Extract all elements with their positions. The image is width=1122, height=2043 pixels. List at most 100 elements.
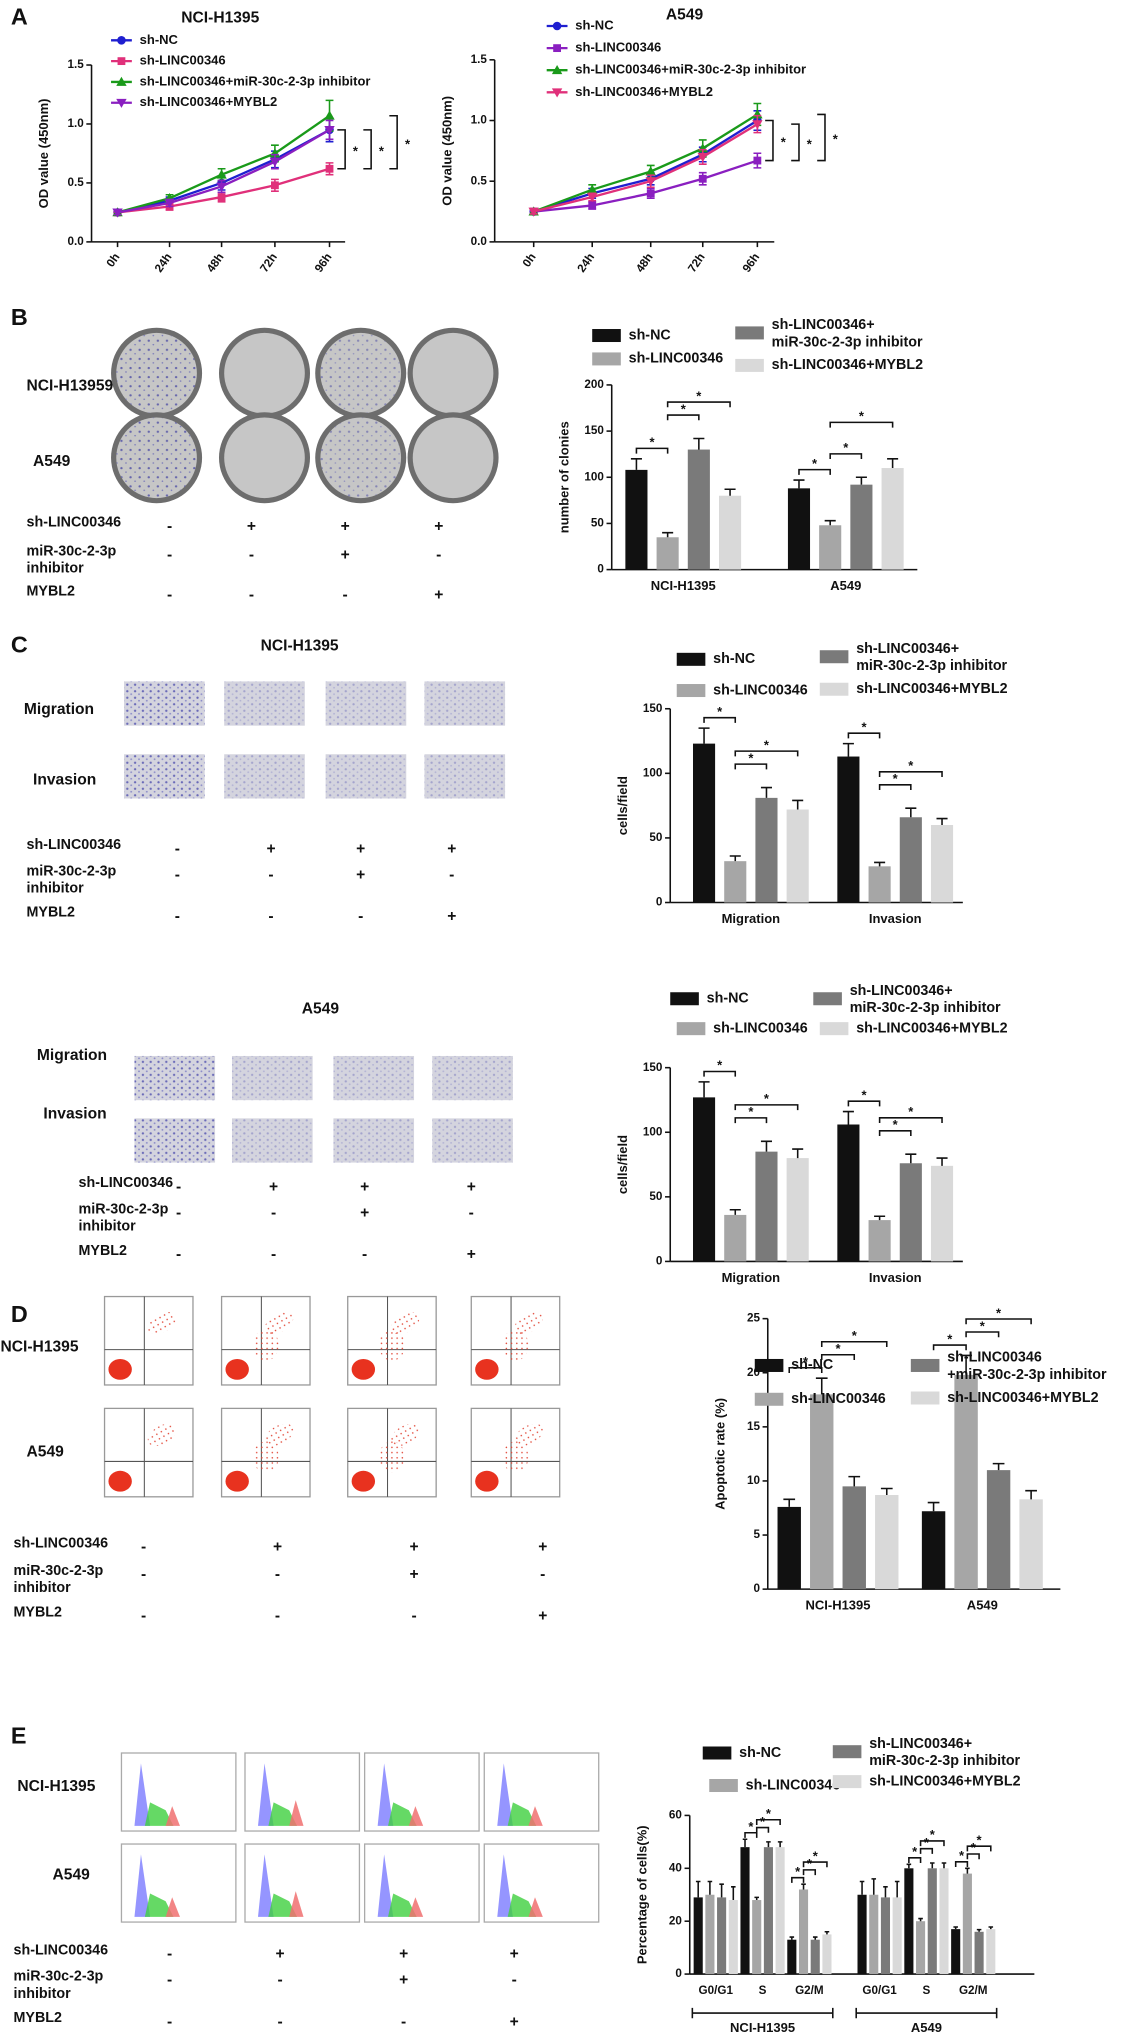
treatment-sign: - — [449, 866, 454, 883]
marker — [324, 110, 335, 120]
text-line: miR-30c-2-3p inhibitor — [856, 658, 1007, 674]
legend-label: sh-LINC00346 — [140, 53, 226, 68]
legend-label: sh-NC — [739, 1745, 781, 1761]
y-tick-label: 1.0 — [471, 114, 488, 127]
bar — [927, 1868, 937, 1975]
bar — [687, 449, 710, 570]
bar — [625, 469, 648, 570]
group-label: A549 — [911, 2020, 942, 2035]
bar — [892, 1897, 902, 1975]
row-label: A549 — [27, 1444, 65, 1461]
legend-label: sh-LINC00346 — [629, 351, 724, 367]
significance-bracket — [666, 414, 700, 421]
treatment-sign: - — [249, 587, 254, 604]
panel-letter: A — [11, 3, 28, 29]
block-title: A549 — [302, 1000, 340, 1017]
significance-bracket — [635, 447, 669, 454]
bar — [857, 1894, 867, 1975]
legend-label: sh-NC — [140, 32, 179, 47]
treatment-sign: - — [176, 1204, 181, 1221]
x-tick-label: 24h — [575, 251, 597, 275]
row-label: Migration — [37, 1047, 107, 1064]
marker — [753, 156, 762, 165]
significance-bracket — [337, 129, 346, 170]
g1-peak — [134, 1763, 151, 1826]
cell-cloud — [514, 1311, 544, 1335]
x-tick-label: 0h — [520, 251, 538, 270]
live-cells — [475, 1470, 499, 1492]
significance-label: * — [980, 1318, 986, 1333]
legend-swatch — [709, 1779, 738, 1793]
treatment-sign: - — [141, 1566, 146, 1583]
text-line: miR-30c-2-3p inhibitor — [869, 1753, 1020, 1769]
error-bar — [905, 807, 917, 818]
text-line: inhibitor — [79, 1218, 137, 1234]
y-tick-label: 60 — [669, 1809, 683, 1822]
y-axis-label: number of clonies — [556, 421, 571, 533]
significance-label: * — [924, 1835, 930, 1850]
error-bar — [874, 1215, 886, 1221]
bar — [798, 1889, 809, 1975]
text-line: miR-30c-2-3p — [27, 863, 117, 879]
marker — [269, 157, 281, 167]
x-tick-label: 96h — [312, 251, 334, 275]
treatment-sign: - — [167, 1946, 172, 1963]
error-bar — [880, 1487, 893, 1496]
x-tick-label: 0h — [104, 251, 122, 270]
marker — [216, 182, 227, 192]
y-axis-label: cells/field — [615, 1135, 630, 1194]
y-tick-label: 100 — [584, 470, 604, 483]
legend-label: sh-LINC00346+miR-30c-2-3p inhibitor — [772, 317, 923, 350]
significance-bracket — [765, 119, 774, 162]
panel-letter: E — [11, 1723, 27, 1749]
g1-peak — [257, 1763, 274, 1826]
legend-label: sh-NC — [575, 17, 614, 32]
x-tick-label: 72h — [686, 251, 708, 275]
significance-bracket — [932, 1344, 967, 1351]
significance-bracket — [734, 1104, 799, 1111]
treatment-sign: - — [275, 1608, 280, 1625]
error-bar — [792, 1148, 804, 1159]
bar — [719, 495, 742, 570]
significance-bracket — [791, 1876, 805, 1883]
significance-label: * — [835, 1341, 841, 1356]
y-tick-label: 100 — [643, 766, 663, 779]
bar — [763, 1847, 773, 1975]
treatment-sign: - — [167, 546, 172, 563]
treatment-sign: + — [434, 518, 443, 535]
legend-swatch — [819, 682, 849, 696]
cells — [325, 681, 407, 726]
marker — [645, 177, 656, 187]
bar — [921, 1511, 946, 1590]
treatment-sign: - — [141, 1608, 146, 1625]
cell-cloud — [264, 1423, 294, 1447]
legend-swatch — [832, 1745, 862, 1759]
significance-label: * — [893, 1117, 899, 1132]
treatment-sign: - — [141, 1539, 146, 1556]
g1-peak — [497, 1854, 513, 1917]
error-bar — [894, 1880, 900, 1898]
cell-cloud — [147, 1423, 177, 1447]
significance-label: * — [893, 771, 899, 786]
significance-label: * — [781, 135, 787, 150]
treatment-label: miR-30c-2-3p inhibitor — [27, 543, 117, 576]
bar — [868, 866, 891, 903]
colonies — [116, 417, 197, 499]
text-line: sh-LINC00346+ — [869, 1736, 972, 1752]
error-bar — [930, 1862, 935, 1869]
significance-label: * — [859, 409, 865, 424]
dish-inner — [412, 417, 494, 499]
significance-bracket — [734, 763, 768, 770]
quadrant — [104, 1408, 193, 1497]
legend-label: sh-LINC00346+miR-30c-2-3p inhibitor — [575, 62, 806, 77]
bar — [656, 537, 679, 570]
legend-label: sh-LINC00346+MYBL2 — [575, 84, 713, 99]
error-bar — [927, 1501, 940, 1512]
text-line: miR-30c-2-3p — [14, 1968, 104, 1984]
significance-label: * — [649, 435, 655, 450]
treatment-label: sh-LINC00346 — [14, 1942, 109, 1958]
legend-swatch — [735, 358, 764, 372]
row-label: NCI-H13959 — [27, 377, 114, 394]
legend-swatch — [676, 1022, 706, 1036]
treatment-sign: + — [360, 1178, 369, 1195]
